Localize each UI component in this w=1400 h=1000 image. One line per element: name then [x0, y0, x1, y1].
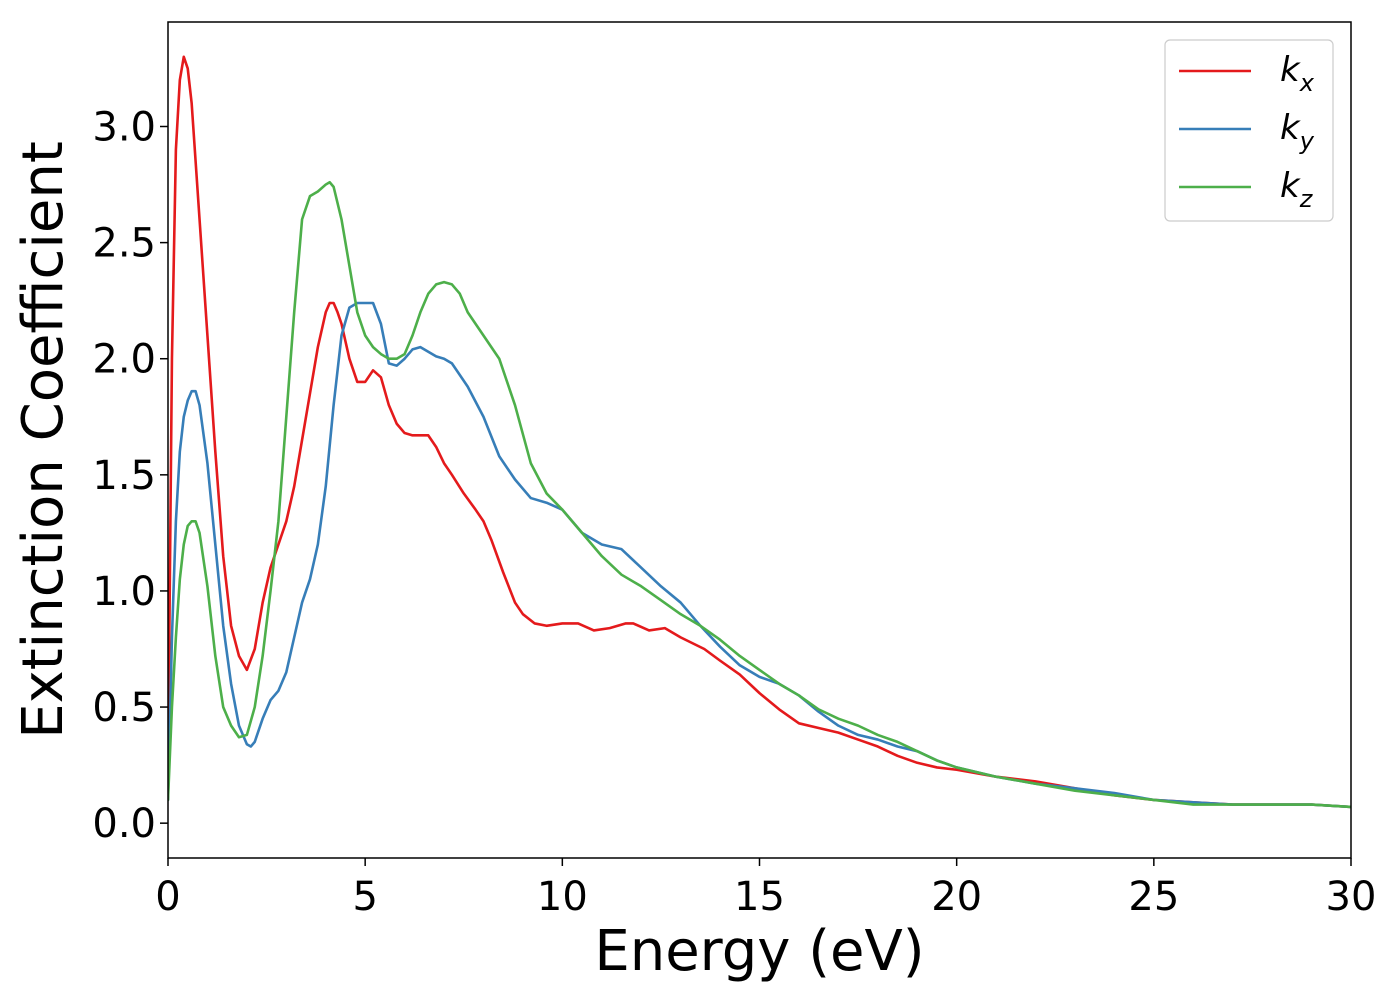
series-line-ky	[168, 301, 1351, 809]
y-tick-label: 0.5	[92, 685, 156, 731]
x-tick-label: 20	[931, 874, 982, 920]
x-tick-label: 5	[352, 874, 377, 920]
legend-label-base: k	[1280, 50, 1301, 90]
series-line-kz	[168, 180, 1351, 809]
legend-label-base: k	[1280, 108, 1301, 148]
x-tick-label: 0	[155, 874, 180, 920]
legend-label-kx: kx	[1280, 50, 1315, 97]
y-tick-label: 2.5	[92, 221, 156, 267]
x-tick-label: 25	[1128, 874, 1179, 920]
legend-box	[1164, 39, 1334, 222]
legend-label-ky: ky	[1280, 108, 1315, 155]
x-tick-label: 15	[734, 874, 785, 920]
x-tick-label: 30	[1326, 874, 1377, 920]
ticks-layer: 0 5 10 15 20 25 30 0.0 0.5 1.0 1.5 2.0 2.5 3.0	[92, 105, 1376, 921]
legend-label-subscript: y	[1299, 127, 1315, 155]
series-layer	[168, 55, 1351, 809]
y-tick-label: 1.0	[92, 569, 156, 615]
x-tick-label: 10	[537, 874, 588, 920]
y-tick-label: 3.0	[92, 105, 156, 151]
series-line-kx	[168, 55, 1351, 809]
y-tick-label: 1.5	[92, 453, 156, 499]
legend-label-kz: kz	[1280, 166, 1314, 213]
legend-label-subscript: x	[1299, 69, 1315, 97]
y-axis-label: Extinction Coefficient	[11, 141, 76, 739]
legend-label-base: k	[1280, 166, 1301, 206]
y-tick-label: 2.0	[92, 337, 156, 383]
legend-label-subscript: z	[1299, 185, 1314, 213]
x-axis-label: Energy (eV)	[594, 919, 924, 984]
y-tick-label: 0.0	[92, 801, 156, 847]
